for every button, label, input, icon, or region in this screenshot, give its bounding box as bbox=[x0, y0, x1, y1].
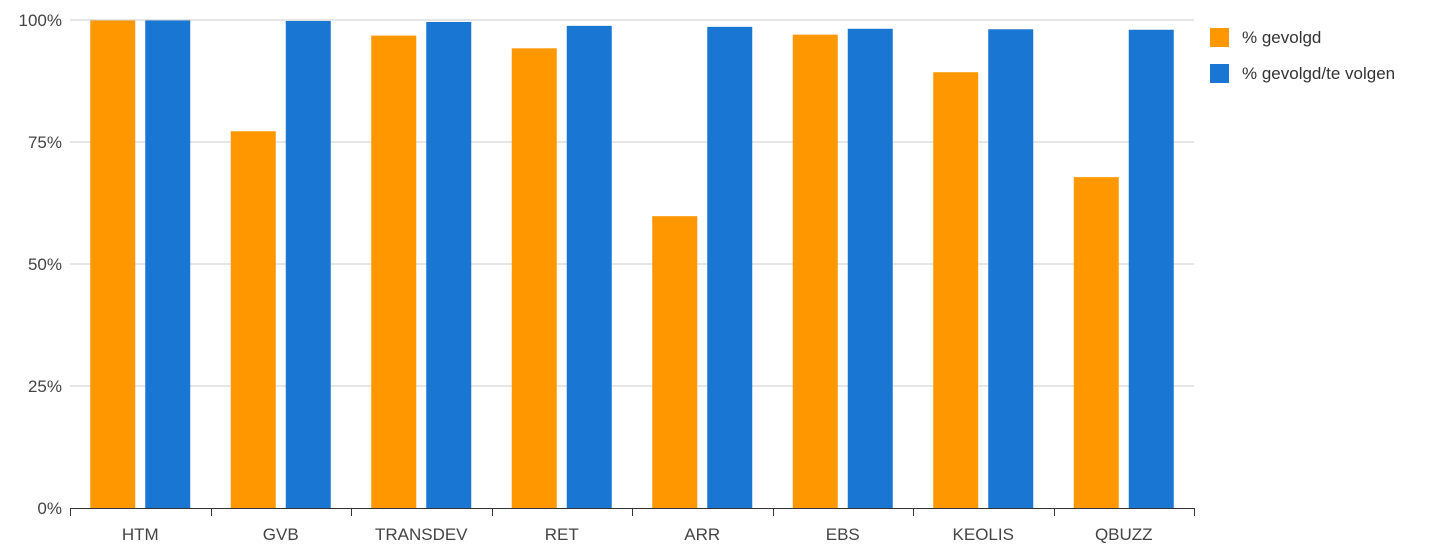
bar-gevolgd-te-volgen-ret bbox=[566, 25, 612, 509]
bar-gevolgd-arr bbox=[652, 216, 698, 508]
bar-gevolgd-te-volgen-transdev bbox=[426, 21, 472, 509]
y-tick-label: 0% bbox=[37, 499, 62, 518]
bar-gevolgd-ebs bbox=[792, 34, 838, 508]
bar-gevolgd-te-volgen-keolis bbox=[988, 29, 1034, 508]
y-tick-label: 50% bbox=[28, 255, 62, 274]
bar-gevolgd-te-volgen-htm bbox=[145, 20, 191, 508]
bar-gevolgd-transdev bbox=[371, 35, 417, 509]
x-tick-label: EBS bbox=[826, 525, 860, 544]
y-tick-label: 75% bbox=[28, 133, 62, 152]
bar-gevolgd-gvb bbox=[230, 131, 276, 508]
bar-gevolgd-qbuzz bbox=[1073, 177, 1119, 509]
legend-swatch bbox=[1210, 28, 1229, 47]
x-tick-label: KEOLIS bbox=[953, 525, 1014, 544]
x-tick-label: HTM bbox=[122, 525, 159, 544]
legend: % gevolgd % gevolgd/te volgen bbox=[1210, 28, 1395, 83]
bar-gevolgd-te-volgen-qbuzz bbox=[1128, 29, 1174, 508]
y-axis-ticks: 0% 25% 50% 75% 100% bbox=[19, 11, 62, 518]
y-tick-label: 100% bbox=[19, 11, 62, 30]
bar-gevolgd-te-volgen-ebs bbox=[847, 28, 893, 509]
x-axis: HTM GVB TRANSDEV RET ARR EBS KEOLIS QBUZZ bbox=[70, 508, 1195, 544]
y-tick-label: 25% bbox=[28, 377, 62, 396]
bars bbox=[90, 20, 1174, 509]
bar-gevolgd-htm bbox=[90, 20, 136, 508]
bar-gevolgd-ret bbox=[511, 48, 557, 508]
legend-swatch bbox=[1210, 64, 1229, 83]
x-tick-label: RET bbox=[545, 525, 579, 544]
x-tick-label: QBUZZ bbox=[1095, 525, 1153, 544]
bar-gevolgd-te-volgen-arr bbox=[707, 26, 753, 508]
x-tick-label: TRANSDEV bbox=[375, 525, 468, 544]
bar-gevolgd-keolis bbox=[933, 72, 979, 508]
x-tick-label: GVB bbox=[263, 525, 299, 544]
bar-gevolgd-te-volgen-gvb bbox=[285, 20, 331, 508]
legend-label: % gevolgd bbox=[1242, 28, 1321, 47]
x-tick-label: ARR bbox=[684, 525, 720, 544]
legend-label: % gevolgd/te volgen bbox=[1242, 64, 1395, 83]
